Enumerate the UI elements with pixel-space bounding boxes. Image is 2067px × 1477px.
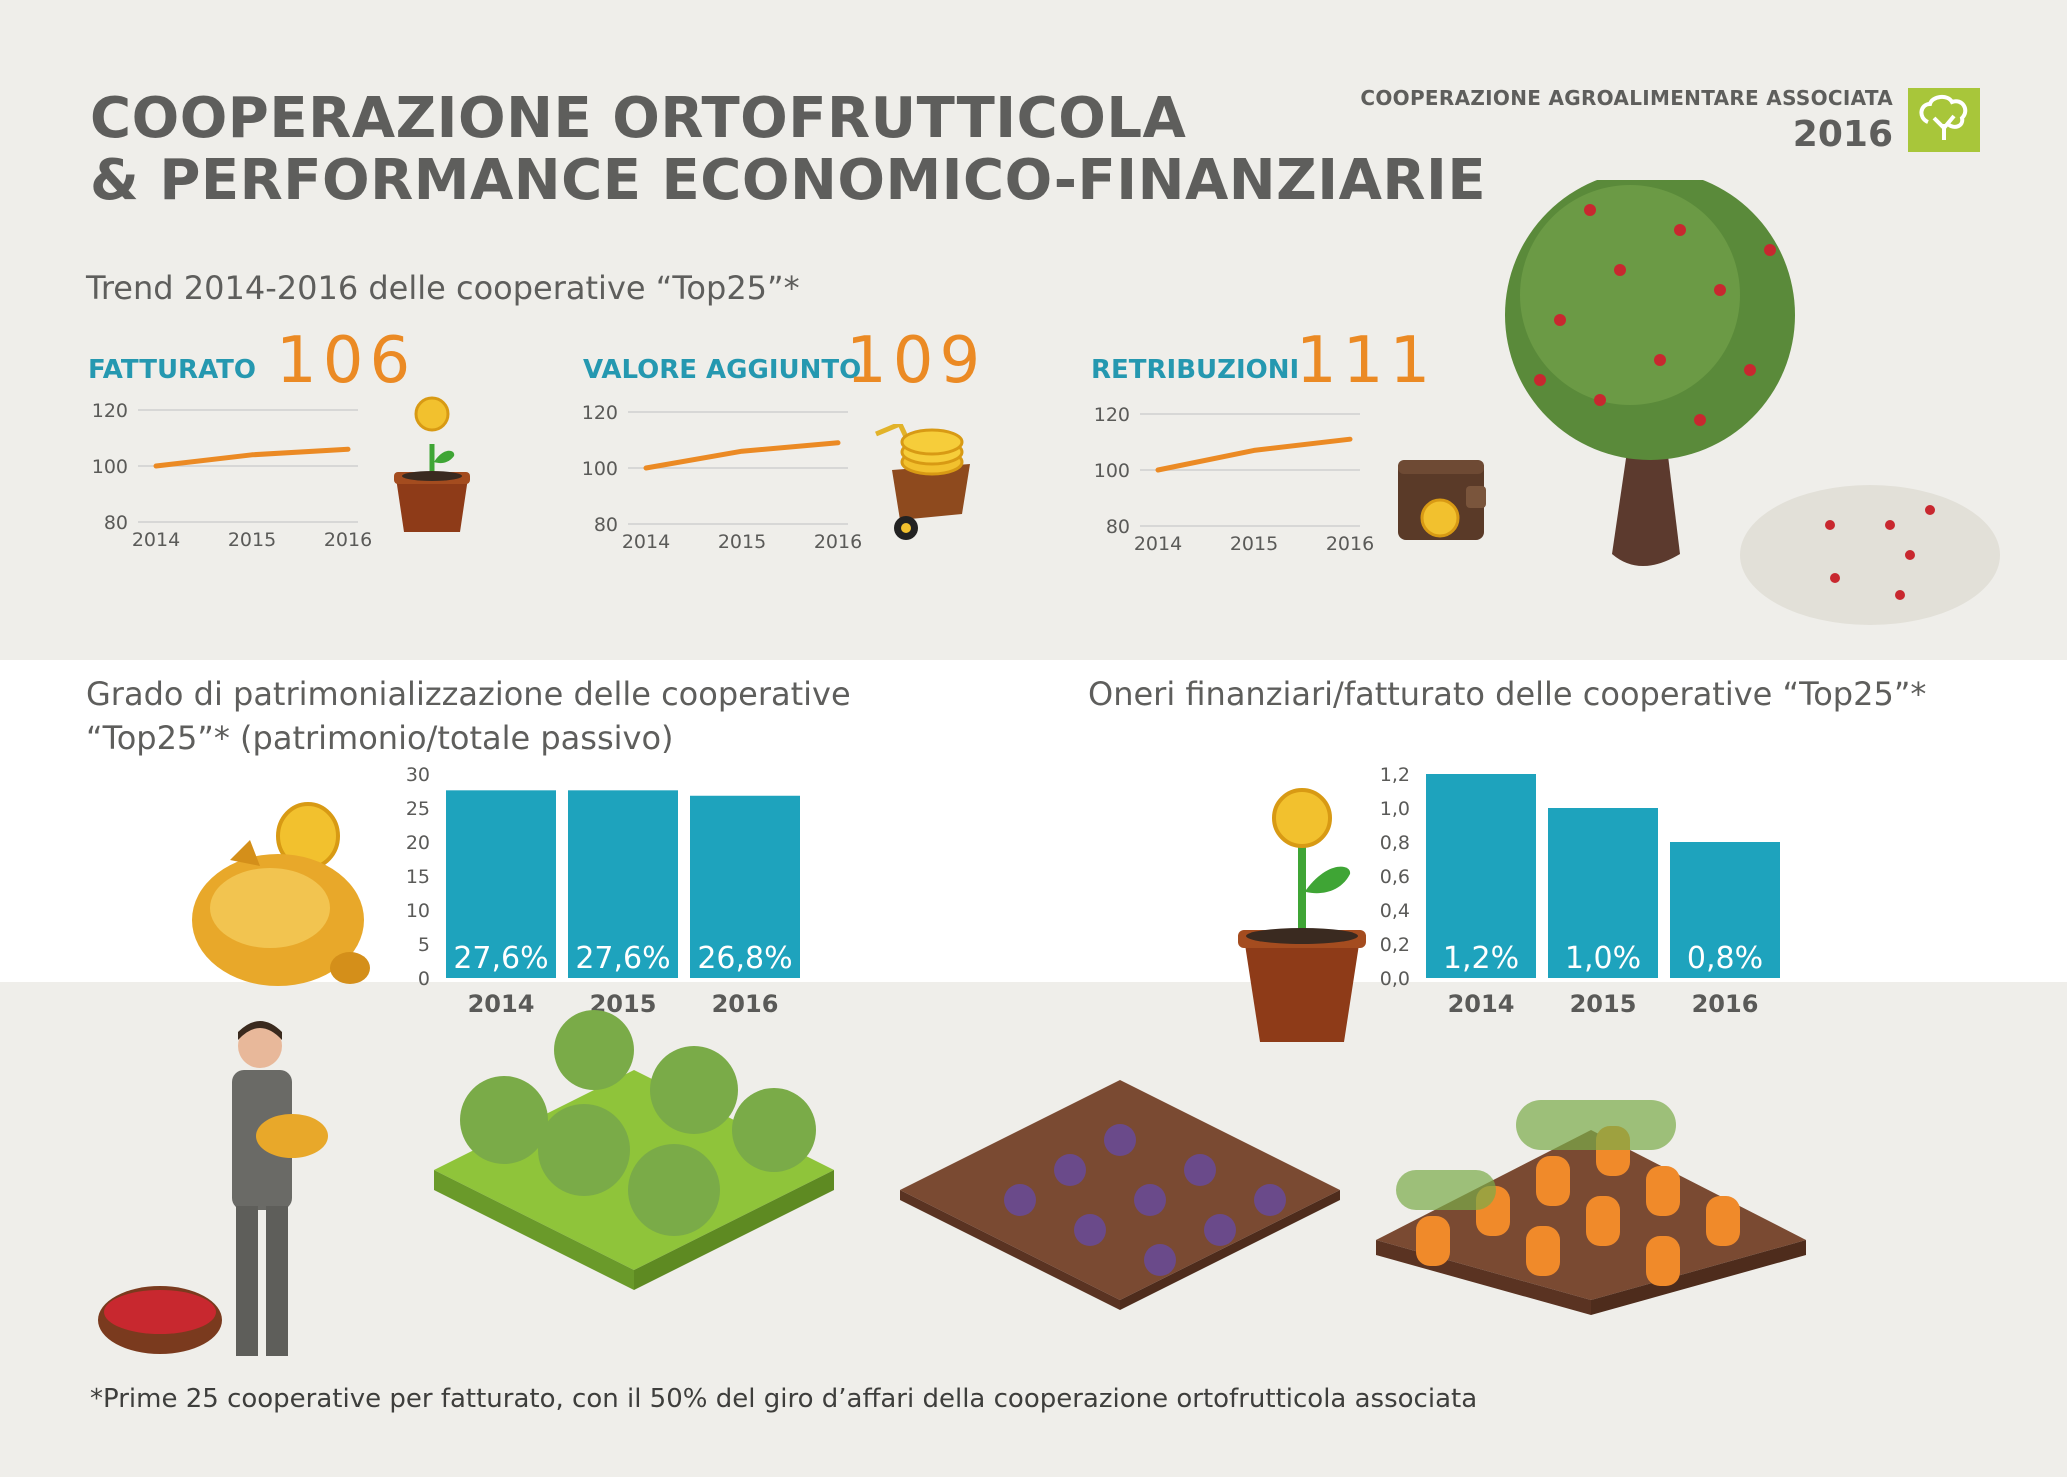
oneri-ytick-label: 1,0	[1380, 798, 1410, 820]
patrimonio-ytick-label: 20	[406, 832, 430, 854]
footnote: *Prime 25 cooperative per fatturato, con…	[90, 1384, 1478, 1414]
org-block: COOPERAZIONE AGROALIMENTARE ASSOCIATA 20…	[1360, 86, 1893, 155]
oneri-ytick-label: 0,4	[1380, 900, 1410, 922]
fatturato-ytick-label: 80	[104, 512, 128, 534]
retribuzioni-label: RETRIBUZIONI	[1091, 355, 1300, 385]
businessman-illustration	[98, 1021, 328, 1356]
fatturato-label: FATTURATO	[88, 355, 257, 385]
fatturato-xtick-label: 2015	[228, 529, 276, 551]
oneri-ytick-label: 1,2	[1380, 764, 1410, 786]
oneri-ytick-label: 0,8	[1380, 832, 1410, 854]
retribuzioni-ytick-label: 100	[1094, 460, 1130, 482]
fatturato-series-line	[153, 446, 351, 469]
valore-ytick-label: 80	[594, 514, 618, 536]
oneri-ytick-label: 0,0	[1380, 968, 1410, 990]
patrimonio-subtitle-line-1: Grado di patrimonializzazione delle coop…	[86, 675, 851, 713]
fatturato-xtick-label: 2014	[132, 529, 180, 551]
patrimonio-category-label: 2014	[468, 990, 535, 1018]
valore-ytick-label: 120	[582, 402, 618, 424]
fatturato-xtick-label: 2016	[324, 529, 372, 551]
patrimonio-ytick-label: 30	[406, 764, 430, 786]
carrot-field-illustration	[1376, 1100, 1806, 1315]
patrimonio-category-label: 2016	[712, 990, 779, 1018]
patrimonio-ytick-label: 10	[406, 900, 430, 922]
orchard-tile-illustration	[434, 1010, 834, 1290]
trend-subtitle: Trend 2014-2016 delle cooperative “Top25…	[86, 269, 800, 307]
valore-xtick-label: 2016	[814, 531, 862, 553]
oneri-bar	[1670, 842, 1780, 978]
fatturato-value: 106	[276, 324, 417, 398]
retribuzioni-series-line	[1155, 436, 1353, 473]
patrimonio-bar	[690, 795, 800, 978]
apple-tree-illustration	[1505, 180, 2000, 625]
fatturato-ytick-label: 120	[92, 400, 128, 422]
oneri-bar-chart: 1,2 1,0 0,8 0,6 0,4 0,2 0,0 1,2% 2014 1,0% 2015 0,8…	[1380, 764, 1780, 1018]
oneri-category-label: 2016	[1692, 990, 1759, 1018]
valore-ytick-label: 100	[582, 458, 618, 480]
retribuzioni-xtick-label: 2015	[1230, 533, 1278, 555]
retribuzioni-xtick-label: 2016	[1326, 533, 1374, 555]
retribuzioni-ytick-label: 80	[1106, 516, 1130, 538]
patrimonio-subtitle-line-2: “Top25”* (patrimonio/totale passivo)	[86, 719, 674, 757]
oneri-category-label: 2014	[1448, 990, 1515, 1018]
retribuzioni-value: 111	[1296, 324, 1437, 398]
retribuzioni-ytick-label: 120	[1094, 404, 1130, 426]
valore-xtick-label: 2015	[718, 531, 766, 553]
fatturato-ytick-label: 100	[92, 456, 128, 478]
logo-tree-icon	[1908, 88, 1980, 152]
beet-field-illustration	[900, 1080, 1340, 1310]
patrimonio-data-label: 27,6%	[575, 941, 670, 976]
patrimonio-data-label: 27,6%	[453, 941, 548, 976]
valore-label: VALORE AGGIUNTO	[583, 355, 862, 385]
patrimonio-data-label: 26,8%	[697, 941, 792, 976]
patrimonio-bar	[568, 790, 678, 978]
patrimonio-ytick-label: 5	[418, 934, 430, 956]
title-line-2: & PERFORMANCE ECONOMICO-FINANZIARIE	[90, 148, 1487, 213]
patrimonio-subtitle: Grado di patrimonializzazione delle coop…	[86, 672, 851, 760]
patrimonio-bar	[446, 790, 556, 978]
report-year: 2016	[1792, 114, 1893, 155]
money-plant-large-icon	[1238, 788, 1366, 1042]
oneri-subtitle: Oneri finanziari/fatturato delle coopera…	[1088, 675, 1927, 713]
oneri-ytick-label: 0,2	[1380, 934, 1410, 956]
money-plant-icon	[394, 396, 470, 532]
org-name: COOPERAZIONE AGROALIMENTARE ASSOCIATA	[1360, 86, 1893, 110]
title-line-1: COOPERAZIONE ORTOFRUTTICOLA	[90, 86, 1187, 151]
oneri-data-label: 1,2%	[1443, 941, 1519, 976]
valore-series-line	[643, 440, 841, 471]
valore-xtick-label: 2014	[622, 531, 670, 553]
coin-cart-icon	[875, 424, 970, 540]
patrimonio-ytick-label: 25	[406, 798, 430, 820]
oneri-data-label: 0,8%	[1687, 941, 1763, 976]
retribuzioni-xtick-label: 2014	[1134, 533, 1182, 555]
oneri-bar	[1426, 774, 1536, 978]
oneri-ytick-label: 0,6	[1380, 866, 1410, 888]
oneri-data-label: 1,0%	[1565, 941, 1641, 976]
patrimonio-ytick-label: 15	[406, 866, 430, 888]
patrimonio-ytick-label: 0	[418, 968, 430, 990]
oneri-category-label: 2015	[1570, 990, 1637, 1018]
piggy-bank-icon	[192, 802, 370, 986]
valore-value: 109	[846, 324, 987, 398]
page-title: COOPERAZIONE ORTOFRUTTICOLA & PERFORMANC…	[90, 88, 1486, 212]
oneri-bar	[1548, 808, 1658, 978]
wallet-icon	[1398, 460, 1486, 540]
